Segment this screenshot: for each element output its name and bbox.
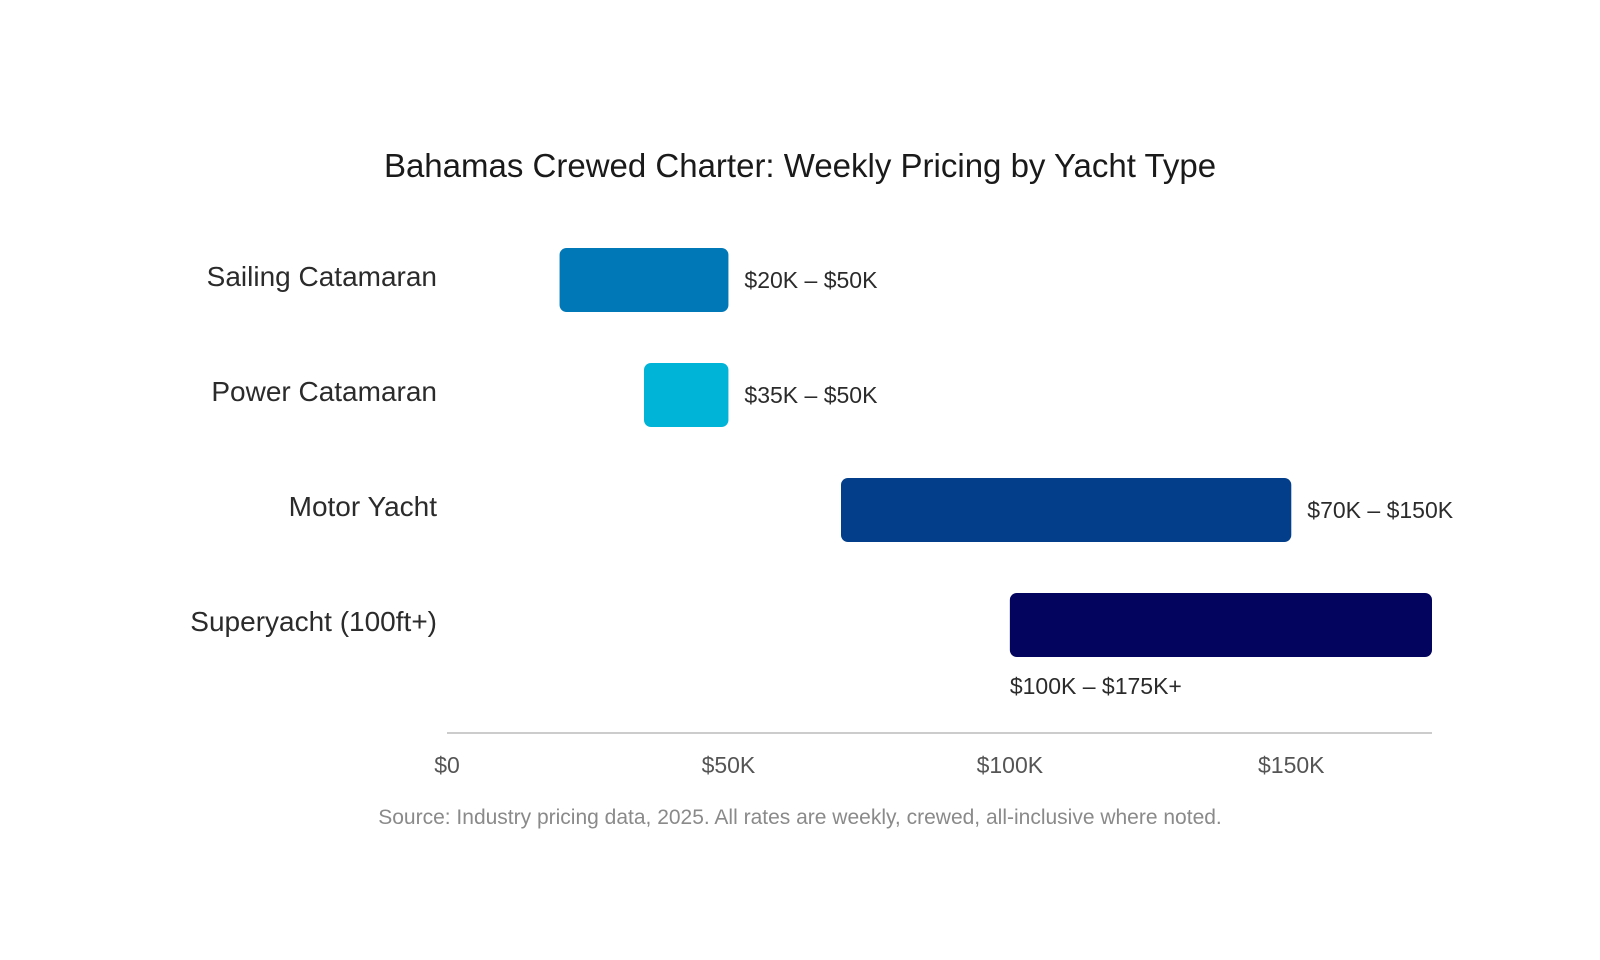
category-label-motor-yacht: Motor Yacht	[289, 491, 438, 522]
chart-title: Bahamas Crewed Charter: Weekly Pricing b…	[384, 147, 1216, 184]
x-axis-ticks: $0 $50K $100K $150K	[434, 752, 1325, 778]
category-label-power-catamaran: Power Catamaran	[211, 376, 437, 407]
x-tick-label: $100K	[977, 752, 1044, 778]
range-label-superyacht-100ft: $100K – $175K+	[1010, 673, 1182, 699]
range-label-sailing-catamaran: $20K – $50K	[744, 267, 878, 293]
bar-superyacht-100ft	[1009, 593, 1432, 657]
bar-power-catamaran	[644, 363, 729, 427]
x-tick-label: $150K	[1258, 752, 1325, 778]
bar-sailing-catamaran	[559, 248, 729, 312]
source-note: Source: Industry pricing data, 2025. All…	[378, 806, 1222, 829]
bar-motor-yacht	[841, 478, 1292, 542]
range-label-motor-yacht: $70K – $150K	[1307, 497, 1453, 523]
x-tick-label: $50K	[702, 752, 756, 778]
bars-layer: Sailing Catamaran $20K – $50K Power Catama…	[190, 248, 1454, 699]
category-label-superyacht-100ft: Superyacht (100ft+)	[190, 606, 437, 637]
x-tick-label: $0	[434, 752, 460, 778]
range-label-power-catamaran: $35K – $50K	[744, 382, 878, 408]
category-label-sailing-catamaran: Sailing Catamaran	[207, 261, 437, 292]
